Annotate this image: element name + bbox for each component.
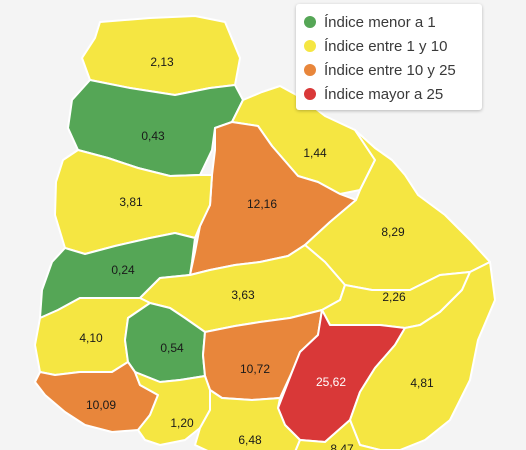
region-salto (67, 79, 244, 177)
region-value-label: 8,47 (330, 442, 354, 450)
region-value-label: 10,09 (86, 398, 116, 412)
legend-label: Índice entre 10 y 25 (324, 61, 456, 79)
region-value-label: 4,81 (410, 376, 434, 390)
region-rocha (349, 261, 496, 450)
region-value-label: 6,48 (238, 433, 262, 447)
region-value-label: 0,24 (111, 263, 135, 277)
region-value-label: 1,44 (303, 146, 327, 160)
legend-dot-icon (304, 40, 316, 52)
region-value-label: 10,72 (240, 362, 270, 376)
legend-item-yellow: Índice entre 1 y 10 (302, 34, 476, 58)
legend-dot-icon (304, 88, 316, 100)
region-value-label: 4,10 (79, 331, 103, 345)
map-legend: Índice menor a 1 Índice entre 1 y 10 Índ… (296, 4, 482, 110)
region-value-label: 0,43 (141, 129, 165, 143)
legend-label: Índice mayor a 25 (324, 85, 444, 103)
region-value-label: 3,81 (119, 195, 143, 209)
region-value-label: 0,54 (160, 341, 184, 355)
legend-item-red: Índice mayor a 25 (302, 82, 476, 106)
region-value-label: 2,26 (382, 290, 406, 304)
region-san-jose (134, 371, 211, 446)
region-value-label: 2,13 (150, 55, 174, 69)
region-value-label: 3,63 (231, 288, 255, 302)
region-value-label: 25,62 (316, 375, 346, 389)
region-value-label: 12,16 (247, 197, 277, 211)
legend-label: Índice menor a 1 (324, 13, 436, 31)
legend-item-orange: Índice entre 10 y 25 (302, 58, 476, 82)
legend-item-green: Índice menor a 1 (302, 10, 476, 34)
legend-dot-icon (304, 64, 316, 76)
region-value-label: 8,29 (381, 225, 405, 239)
legend-label: Índice entre 1 y 10 (324, 37, 448, 55)
region-value-label: 1,20 (170, 416, 194, 430)
region-maldonado (294, 419, 382, 450)
legend-dot-icon (304, 16, 316, 28)
